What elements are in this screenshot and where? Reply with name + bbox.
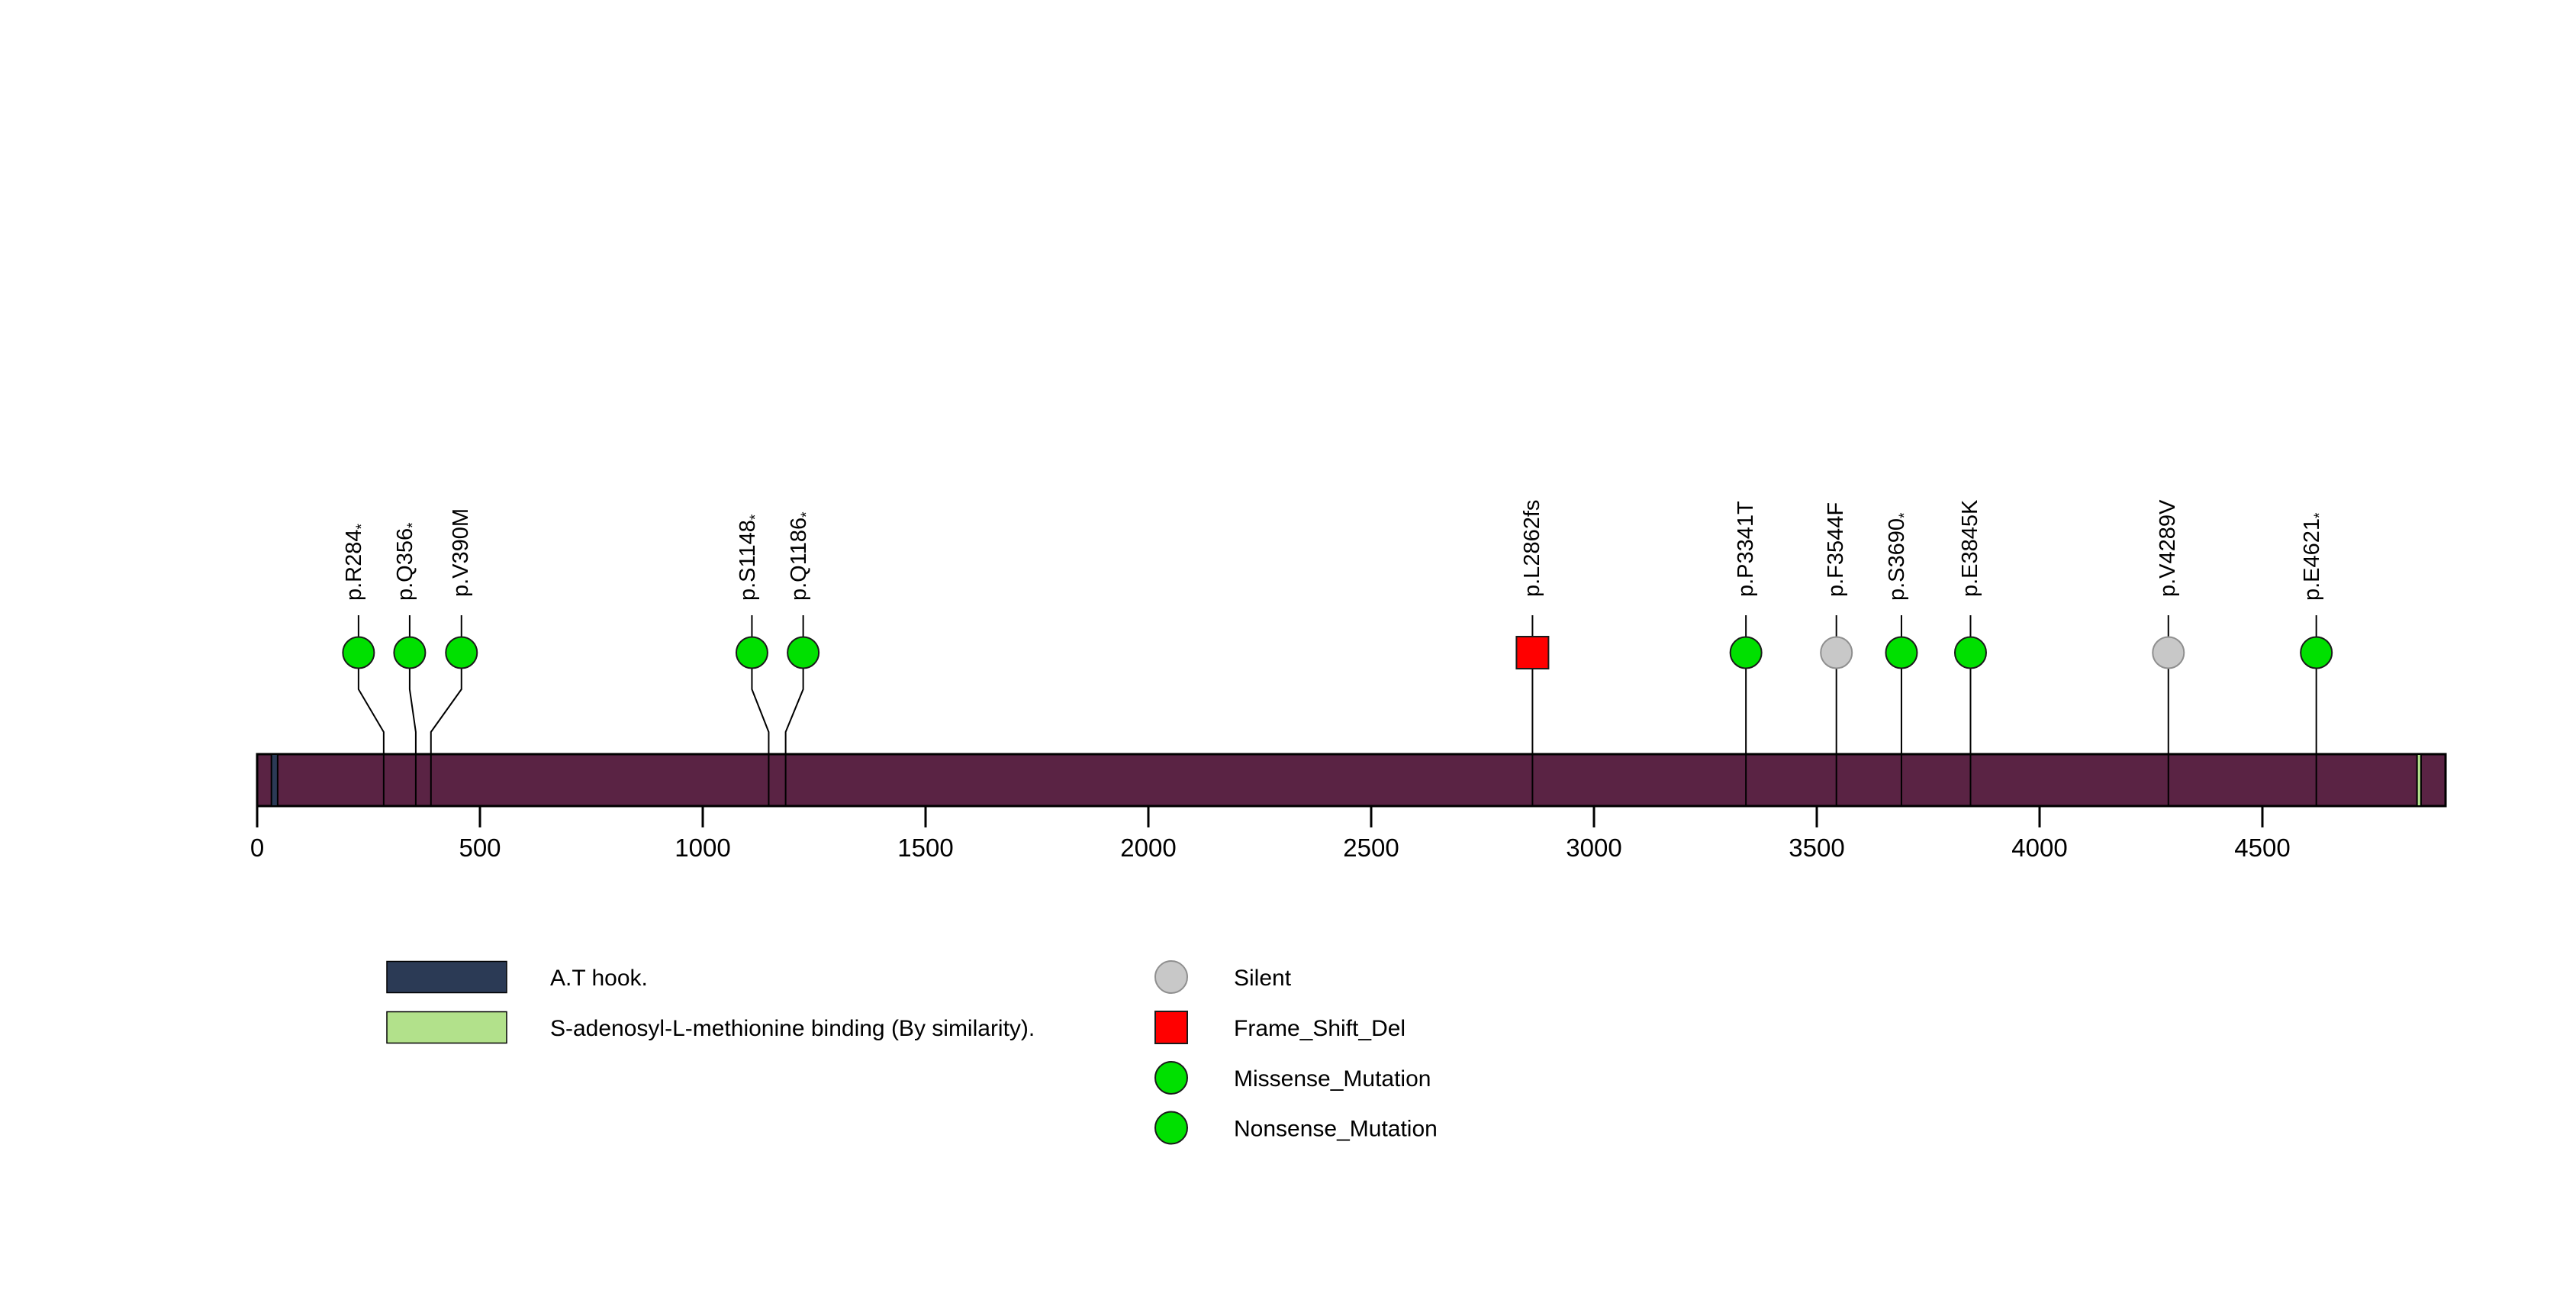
domain-a-t-hook: [270, 753, 279, 807]
mutation-marker-p-f3544f: [1820, 636, 1853, 669]
mutation-stem: [430, 668, 462, 806]
mutation-label-p-l2862fs: p.L2862fs: [1519, 499, 1544, 597]
mutation-marker-p-r284: [342, 636, 375, 669]
mutation-marker-p-q1186: [787, 636, 820, 669]
mutation-label-p-v4289v: p.V4289V: [2156, 499, 2181, 597]
nonsense-star: *: [799, 511, 816, 518]
mutation-marker-p-e4621: [2300, 636, 2333, 669]
axis-tick-label: 500: [459, 834, 501, 862]
mutation-marker-p-v4289v: [2152, 636, 2185, 669]
axis-tick-label: 0: [250, 834, 264, 862]
nonsense-star: *: [2312, 512, 2329, 518]
axis-tick-label: 2500: [1343, 834, 1399, 862]
axis-tick-label: 4000: [2011, 834, 2067, 862]
mutation-marker-p-e3845k: [1953, 636, 1987, 669]
mutation-stem: [408, 668, 417, 806]
axis-tick-label: 2000: [1120, 834, 1176, 862]
mutation-label-p-e4621: p.E4621*: [2300, 512, 2329, 601]
mutation-stem: [357, 668, 385, 806]
legend-label-a-t-hook: A.T hook.: [550, 966, 648, 991]
mutation-marker-p-p3341t: [1729, 636, 1763, 669]
legend-symbol-nonsense-mutation: [1154, 1111, 1188, 1145]
mutation-label-p-p3341t: p.P3341T: [1733, 501, 1758, 597]
mutation-marker-p-s1148: [735, 636, 768, 669]
legend-label-silent: Silent: [1234, 966, 1292, 991]
axis-tick-label: 1500: [897, 834, 953, 862]
nonsense-star: *: [1897, 512, 1914, 518]
legend-label-nonsense-mutation: Nonsense_Mutation: [1234, 1117, 1438, 1142]
legend-label-missense-mutation: Missense_Mutation: [1234, 1066, 1431, 1092]
mutation-label-p-e3845k: p.E3845K: [1957, 499, 1982, 597]
axis-tick-label: 4500: [2234, 834, 2290, 862]
legend-swatch-a-t-hook: [386, 960, 507, 994]
mutation-stem: [784, 668, 804, 806]
mutation-label-p-q356: p.Q356*: [393, 522, 422, 601]
legend-label-frame-shift-del: Frame_Shift_Del: [1234, 1016, 1406, 1041]
mutation-label-p-f3544f: p.F3544F: [1824, 501, 1849, 597]
mutation-label-p-q1186: p.Q1186*: [787, 511, 816, 601]
axis-tick-label: 1000: [675, 834, 730, 862]
domain-s-adenosyl-l-methionine-binding-by-similarity: [2416, 753, 2422, 807]
legend-swatch-s-adenosyl-l-methionine-binding-by-similarity: [386, 1011, 507, 1044]
mutation-stem: [751, 668, 770, 806]
mutation-marker-p-q356: [393, 636, 427, 669]
mutation-label-p-r284: p.R284*: [342, 524, 371, 601]
nonsense-star: *: [747, 514, 764, 521]
nonsense-star: *: [405, 522, 422, 528]
nonsense-star: *: [354, 524, 371, 530]
legend-symbol-silent: [1154, 960, 1188, 994]
legend-label-s-adenosyl-l-methionine-binding-by-similarity: S-adenosyl-L-methionine binding (By simi…: [550, 1016, 1035, 1041]
axis-tick-label: 3500: [1789, 834, 1844, 862]
mutation-marker-p-l2862fs: [1515, 636, 1550, 669]
protein-bar: [256, 753, 2447, 808]
axis-tick-label: 3000: [1566, 834, 1621, 862]
mutation-label-p-v390m: p.V390M: [449, 508, 474, 597]
legend-symbol-frame-shift-del: [1154, 1011, 1188, 1044]
mutation-label-p-s3690: p.S3690*: [1885, 512, 1914, 601]
mutation-marker-p-s3690: [1885, 636, 1918, 669]
legend-symbol-missense-mutation: [1154, 1061, 1188, 1095]
mutation-label-p-s1148: p.S1148*: [735, 514, 764, 601]
mutation-marker-p-v390m: [445, 636, 478, 669]
